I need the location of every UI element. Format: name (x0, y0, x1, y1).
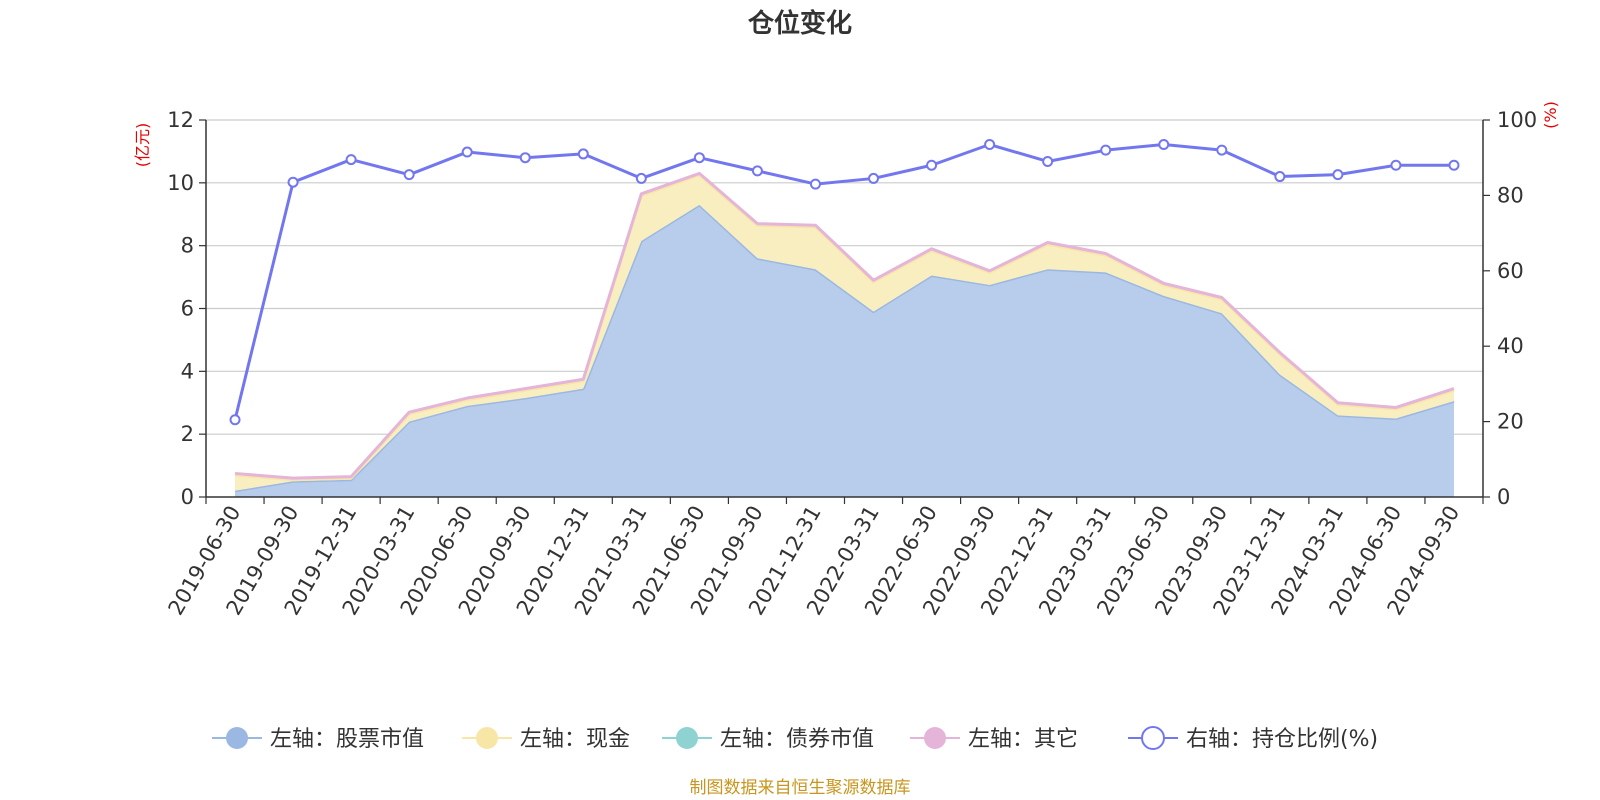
legend-label: 左轴：债券市值 (720, 727, 874, 752)
right-axis-tick-label: 60 (1497, 259, 1524, 283)
left-axis-tick-label: 6 (181, 297, 194, 321)
ratio-point (1158, 139, 1170, 151)
ratio-point (751, 165, 763, 177)
right-axis-tick-label: 80 (1497, 183, 1524, 207)
right-axis-tick-label: 0 (1497, 485, 1510, 509)
left-axis-unit: (亿元) (133, 123, 152, 168)
left-axis-tick-label: 8 (181, 234, 194, 258)
area-series (234, 171, 1455, 497)
left-axis-tick-label: 2 (181, 422, 194, 446)
ratio-point (1216, 144, 1228, 156)
ratio-point (1390, 159, 1402, 171)
legend-item: 左轴：现金 (462, 727, 630, 752)
legend-item: 右轴：持仓比例(%) (1128, 726, 1378, 752)
ratio-line (233, 143, 1454, 421)
legend-label: 左轴：现金 (520, 727, 630, 752)
ratio-point (519, 152, 531, 164)
area-fill (235, 204, 1454, 497)
legend-label: 右轴：持仓比例(%) (1186, 727, 1378, 752)
right-axis-tick-label: 20 (1497, 410, 1524, 434)
ratio-point (1042, 155, 1054, 167)
ratio-point (984, 139, 996, 151)
left-axis-tick-label: 12 (167, 108, 194, 132)
legend-label: 左轴：股票市值 (270, 727, 424, 752)
legend-marker (924, 727, 946, 749)
ratio-point (287, 176, 299, 188)
right-axis-tick-label: 100 (1497, 108, 1537, 132)
data-source-note: 制图数据来自恒生聚源数据库 (690, 778, 911, 798)
ratio-point (1100, 144, 1112, 156)
ratio-point (461, 146, 473, 158)
ratio-point (868, 172, 880, 184)
ratio-point (403, 169, 415, 181)
right-axis-unit: (%) (1541, 101, 1560, 129)
left-axis-tick-label: 10 (167, 171, 194, 195)
legend-marker (226, 727, 248, 749)
ratio-point (1332, 169, 1344, 181)
legend-label: 左轴：其它 (968, 727, 1078, 752)
legend: 左轴：股票市值 左轴：现金 左轴：债券市值 左轴：其它 右轴：持仓比例(%) (212, 726, 1378, 752)
chart-title: 仓位变化 (747, 8, 852, 39)
legend-item: 左轴：债券市值 (662, 727, 874, 752)
ratio-point (229, 414, 241, 426)
legend-marker (676, 727, 698, 749)
left-axis-tick-label: 4 (181, 359, 194, 383)
legend-marker (476, 727, 498, 749)
legend-marker (1141, 726, 1165, 750)
left-axis-tick-label: 0 (181, 485, 194, 509)
ratio-point (577, 148, 589, 160)
legend-item: 左轴：股票市值 (212, 727, 424, 752)
ratio-point (345, 154, 357, 166)
ratio-point (809, 178, 821, 190)
area-line (234, 171, 1455, 480)
ratio-point (926, 159, 938, 171)
right-axis-tick-label: 40 (1497, 334, 1524, 358)
ratio-point (1448, 159, 1460, 171)
ratio-point (693, 152, 705, 164)
legend-item: 左轴：其它 (910, 727, 1078, 752)
ratio-line-series (229, 139, 1460, 426)
ratio-point (635, 172, 647, 184)
ratio-point (1274, 171, 1286, 183)
